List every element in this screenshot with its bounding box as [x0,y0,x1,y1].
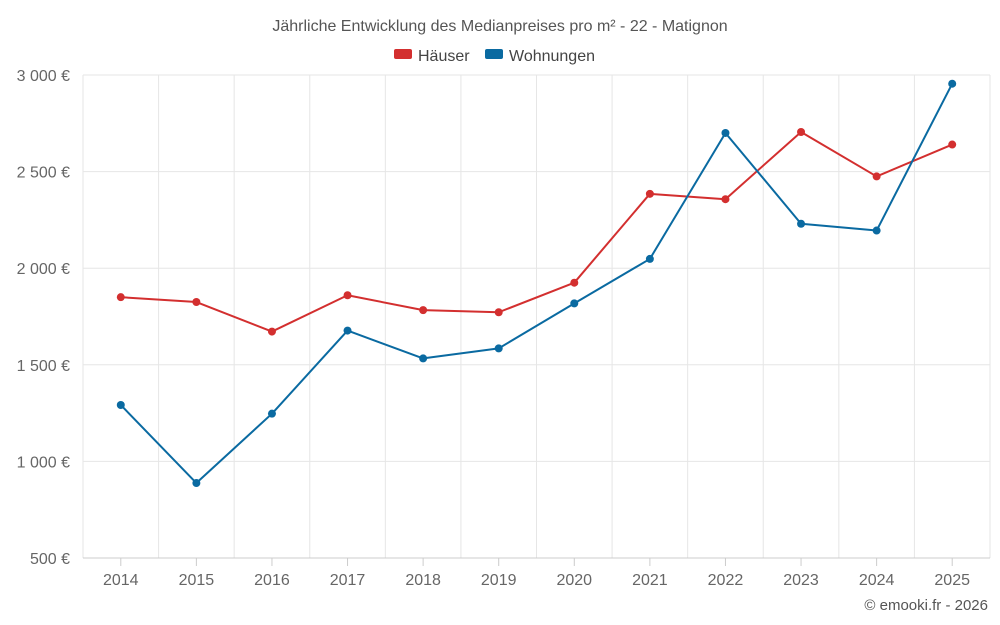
x-tick-label: 2018 [405,572,441,589]
data-point-wohnungen-2014[interactable] [116,400,125,409]
y-tick-label: 3 000 € [17,68,70,85]
legend-swatch-wohnungen [485,49,503,59]
x-tick-label: 2017 [330,572,366,589]
data-point-wohnungen-2017[interactable] [343,326,352,335]
x-tick-label: 2020 [556,572,592,589]
x-tick-label: 2015 [179,572,215,589]
legend-item-wohnungen[interactable]: Wohnungen [485,48,595,65]
y-tick-label: 1 000 € [17,454,70,471]
data-point-hauser-2022[interactable] [721,195,730,204]
data-point-wohnungen-2020[interactable] [570,299,579,308]
data-point-hauser-2014[interactable] [116,293,125,302]
data-point-hauser-2024[interactable] [872,172,881,181]
series-line-wohnungen [120,83,954,485]
x-tick-label: 2022 [708,572,744,589]
x-tick-label: 2024 [859,572,895,589]
data-point-wohnungen-2015[interactable] [192,479,201,488]
y-tick-label: 2 000 € [17,261,70,278]
data-point-hauser-2015[interactable] [192,298,201,307]
axes: 2014 2015 2016 2017 2018 2019 2020 2021 2022 2023… [83,557,990,589]
data-point-wohnungen-2019[interactable] [494,344,503,353]
series-wohnungen [116,79,957,488]
legend-label-wohnungen: Wohnungen [509,48,595,65]
legend-item-hauser[interactable]: Häuser [394,48,470,65]
y-tick-label: 2 500 € [17,165,70,182]
data-point-hauser-2017[interactable] [343,291,352,300]
credit-text: © emooki.fr - 2026 [864,597,988,614]
horizontal-gridlines: 500 € 1 000 € 1 500 € 2 000 € 2 500 € 3 000 € [17,68,990,568]
y-tick-label: 500 € [30,551,70,568]
series-hauser [116,127,957,336]
data-point-wohnungen-2018[interactable] [419,354,428,363]
legend-label-hauser: Häuser [418,48,470,65]
x-tick-label: 2016 [254,572,290,589]
x-tick-label: 2023 [783,572,819,589]
data-point-hauser-2019[interactable] [494,308,503,317]
data-point-wohnungen-2025[interactable] [948,79,957,88]
data-point-wohnungen-2022[interactable] [721,128,730,137]
vertical-gridlines [82,75,991,558]
legend-swatch-hauser [394,49,412,59]
x-tick-label: 2025 [934,572,970,589]
data-point-hauser-2025[interactable] [948,140,957,149]
data-point-hauser-2021[interactable] [645,189,654,198]
data-point-wohnungen-2023[interactable] [797,219,806,228]
legend: Häuser Wohnungen [394,48,595,65]
data-point-wohnungen-2021[interactable] [645,254,654,263]
data-point-wohnungen-2024[interactable] [872,226,881,235]
data-point-hauser-2016[interactable] [267,327,276,336]
chart-title: Jährliche Entwicklung des Medianpreises … [272,18,727,35]
y-tick-label: 1 500 € [17,358,70,375]
x-tick-label: 2019 [481,572,517,589]
data-point-hauser-2018[interactable] [419,306,428,315]
x-tick-label: 2014 [103,572,139,589]
x-tick-label: 2021 [632,572,668,589]
data-point-wohnungen-2016[interactable] [267,409,276,418]
data-point-hauser-2020[interactable] [570,278,579,287]
data-point-hauser-2023[interactable] [797,127,806,136]
series-group [116,79,957,488]
series-line-hauser [120,130,953,333]
